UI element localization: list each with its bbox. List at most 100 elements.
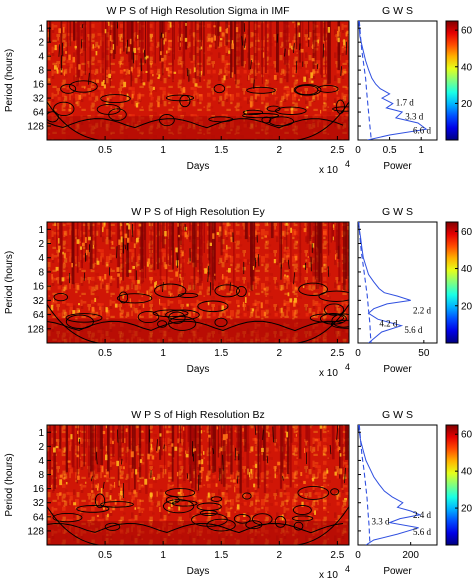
y-tick-label: 128 (27, 526, 44, 537)
gws-x-tick-label: 50 (418, 348, 430, 359)
heatmap-title: W P S of High Resolution Bz (131, 409, 264, 421)
y-tick-label: 64 (33, 108, 45, 119)
x-tick-label: 1 (160, 145, 166, 156)
gws-frame (357, 221, 438, 344)
y-tick-label: 1 (38, 225, 44, 236)
heatmap-title: W P S of High Resolution Ey (131, 206, 265, 218)
wavelet-heatmap-0 (47, 21, 349, 140)
x-tick-label: 1 (160, 550, 166, 561)
y-axis-label: Period (hours) (4, 251, 15, 314)
gws-title: G W S (382, 409, 413, 421)
x-multiplier-exponent: 4 (345, 159, 350, 169)
gws-peak-label: 2.4 d (413, 510, 432, 520)
heatmap-frame (46, 424, 350, 546)
x-multiplier-exponent: 4 (345, 564, 350, 574)
wavelet-heatmap-4 (47, 425, 349, 545)
gws-x-axis-label: Power (383, 566, 412, 577)
y-tick-label: 128 (27, 122, 44, 133)
y-tick-label: 32 (33, 94, 45, 105)
colorbar-tick-label: 60 (461, 227, 473, 238)
y-tick-label: 64 (33, 310, 45, 321)
x-tick-label: 1.5 (214, 550, 228, 561)
x-multiplier: x 10 (319, 570, 338, 581)
gws-significance-line (358, 21, 372, 140)
colorbar-tick-label: 20 (461, 301, 473, 312)
colorbar-tick-label: 40 (461, 62, 473, 73)
x-multiplier-exponent: 4 (345, 362, 350, 372)
gws-peak-label: 5.6 d (404, 325, 423, 335)
y-axis-label: Period (hours) (4, 49, 15, 112)
y-tick-label: 8 (38, 470, 44, 481)
gws-x-axis-label: Power (383, 364, 412, 375)
x-tick-label: 1 (160, 348, 166, 359)
gws-x-tick-label: 0 (355, 145, 361, 156)
colorbar-tick-label: 60 (461, 430, 473, 441)
colorbar (445, 20, 459, 141)
y-tick-label: 1 (38, 24, 44, 35)
colorbar-tick-label: 40 (461, 467, 473, 478)
gws-significance-line (358, 425, 371, 545)
gws-spectrum-line (358, 21, 428, 140)
y-tick-label: 2 (38, 38, 44, 49)
x-axis-label: Days (187, 364, 210, 375)
x-tick-label: 2 (277, 550, 283, 561)
gws-x-tick-label: 200 (402, 550, 419, 561)
x-tick-label: 1.5 (214, 145, 228, 156)
x-multiplier: x 10 (319, 368, 338, 379)
heatmap-frame (46, 20, 350, 141)
x-tick-label: 1.5 (214, 348, 228, 359)
y-axis-label: Period (hours) (4, 453, 15, 516)
gws-peak-label: 1.7 d (396, 98, 415, 108)
gws-x-tick-label: 1 (418, 145, 424, 156)
y-tick-label: 2 (38, 239, 44, 250)
gws-peak-label: 4.2 d (379, 319, 398, 329)
colorbar (445, 221, 459, 344)
gws-peak-label: 3.3 d (372, 516, 391, 526)
colorbar-tick-label: 60 (461, 26, 473, 37)
x-axis-label: Days (187, 566, 210, 577)
colorbar-tick-label: 40 (461, 264, 473, 275)
x-multiplier: x 10 (319, 165, 338, 176)
x-tick-label: 0.5 (98, 550, 112, 561)
y-tick-label: 4 (38, 52, 44, 63)
gws-plot-area (358, 21, 428, 140)
heatmap-title: W P S of High Resolution Sigma in IMF (106, 5, 289, 17)
x-tick-label: 2.5 (330, 145, 344, 156)
y-tick-label: 2 (38, 442, 44, 453)
y-tick-label: 4 (38, 456, 44, 467)
x-tick-label: 2.5 (330, 348, 344, 359)
gws-peak-label: 5.6 d (413, 527, 432, 537)
wavelet-heatmap-2 (47, 222, 349, 343)
y-tick-label: 64 (33, 512, 45, 523)
gws-x-tick-label: 0.5 (383, 145, 397, 156)
gws-significance-line (358, 222, 372, 343)
x-axis-label: Days (187, 161, 210, 172)
y-tick-label: 16 (33, 282, 45, 293)
y-tick-label: 32 (33, 498, 45, 509)
y-tick-label: 4 (38, 253, 44, 264)
heatmap-frame (46, 221, 350, 344)
gws-x-axis-label: Power (383, 161, 412, 172)
gws-spectrum-line (358, 222, 411, 343)
gws-title: G W S (382, 206, 413, 218)
gws-peak-label: 6.6 d (413, 125, 432, 135)
gws-frame (357, 424, 438, 546)
gws-peak-label: 2.2 d (413, 305, 432, 315)
y-tick-label: 32 (33, 296, 45, 307)
x-tick-label: 2 (277, 145, 283, 156)
y-tick-label: 16 (33, 484, 45, 495)
colorbar-tick-label: 20 (461, 99, 473, 110)
y-tick-label: 16 (33, 80, 45, 91)
x-tick-label: 2 (277, 348, 283, 359)
gws-x-tick-label: 0 (355, 348, 361, 359)
gws-title: G W S (382, 5, 413, 17)
y-tick-label: 128 (27, 324, 44, 335)
x-tick-label: 0.5 (98, 145, 112, 156)
colorbar (445, 424, 459, 546)
y-tick-label: 8 (38, 66, 44, 77)
y-tick-label: 1 (38, 428, 44, 439)
gws-frame (357, 20, 438, 141)
y-tick-label: 8 (38, 267, 44, 278)
gws-peak-label: 3.3 d (405, 112, 424, 122)
